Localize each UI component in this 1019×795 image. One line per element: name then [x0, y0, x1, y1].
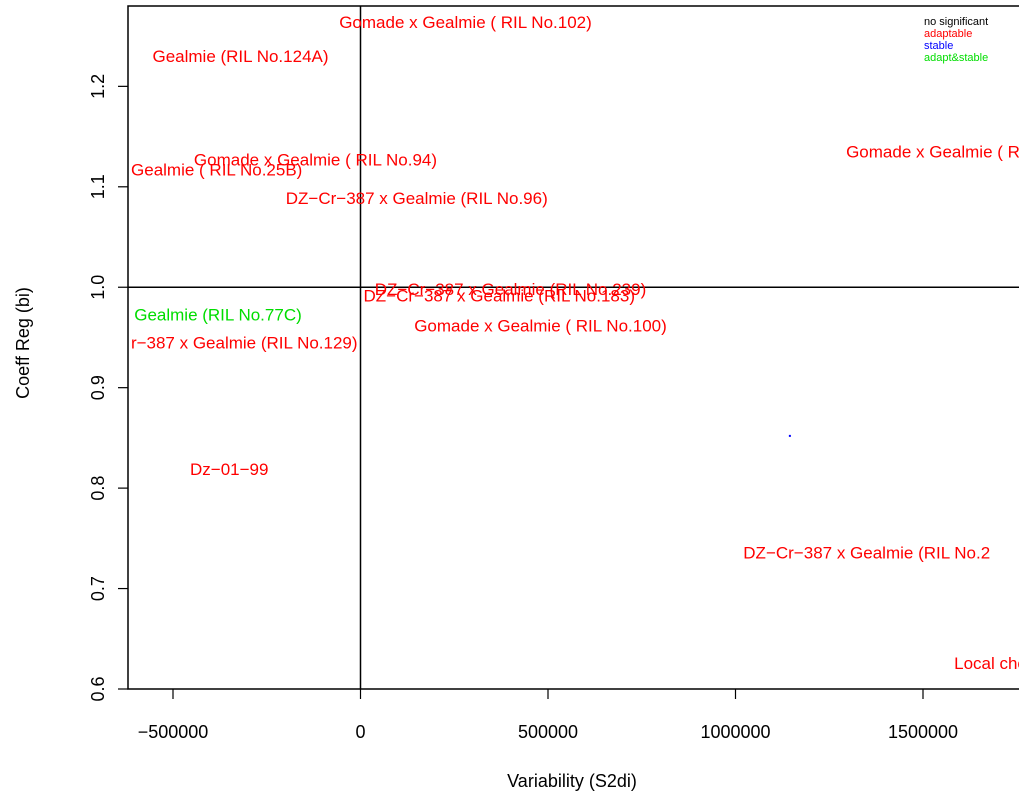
point-label: Gealmie (RIL No.77C) [134, 305, 302, 324]
point-label: Gomade x Gealmie ( RIL No.94) [194, 151, 437, 170]
data-point [788, 434, 791, 437]
legend-entry: no significant [924, 16, 988, 28]
y-axis: 0.6 0.7 0.8 0.9 1.0 1.1 1.2 [88, 74, 128, 702]
reference-lines [128, 6, 1019, 689]
legend-entry: adaptable [924, 28, 972, 40]
point-label: r−387 x Gealmie (RIL No.129) [131, 333, 358, 352]
point-label: DZ−Cr−387 x Gealmie (RIL No.2 [743, 543, 990, 562]
y-tick-label: 0.9 [88, 375, 108, 400]
legend: no significantadaptablestableadapt&stabl… [924, 16, 988, 64]
point-label: Gomade x Gealmie ( RIL No.102) [339, 13, 592, 32]
y-axis-title: Coeff Reg (bi) [13, 287, 33, 399]
legend-entry: adapt&stable [924, 52, 988, 64]
point-label: 7 x Gealmie ( RIL No.25B) [104, 161, 303, 180]
point-label: Local che [954, 654, 1019, 673]
x-tick-label: 500000 [518, 722, 578, 742]
point-label: DZ−Cr−387 x Gealmie (RIL No.183) [364, 286, 635, 305]
x-tick-label: 0 [355, 722, 365, 742]
point-label: Gomade x Gealmie ( RIL No [846, 143, 1019, 162]
point-label: DZ−Cr−387 x Gealmie (RIL No.96) [286, 189, 548, 208]
legend-entry: stable [924, 40, 953, 52]
x-tick-label: −500000 [138, 722, 209, 742]
x-axis-title: Variability (S2di) [507, 771, 637, 791]
x-axis: −500000 0 500000 1000000 1500000 [138, 689, 958, 742]
y-tick-label: 0.8 [88, 476, 108, 501]
y-tick-label: 0.7 [88, 576, 108, 601]
point-label: Gomade x Gealmie ( RIL No.100) [414, 316, 667, 335]
plot-frame [127, 5, 1019, 690]
point-label: Gealmie (RIL No.124A) [152, 47, 328, 66]
point-label: DZ−Cr−387 x Gealmie (RIL No.239) [375, 280, 646, 299]
point-label: Dz−01−99 [190, 460, 268, 479]
y-tick-label: 1.0 [88, 275, 108, 300]
x-tick-label: 1000000 [700, 722, 770, 742]
y-tick-label: 0.6 [88, 676, 108, 701]
y-tick-label: 1.1 [88, 174, 108, 199]
y-tick-label: 1.2 [88, 74, 108, 99]
point-layer: Gomade x Gealmie ( RIL No.102) Gealmie (R… [104, 13, 1019, 673]
x-tick-label: 1500000 [888, 722, 958, 742]
